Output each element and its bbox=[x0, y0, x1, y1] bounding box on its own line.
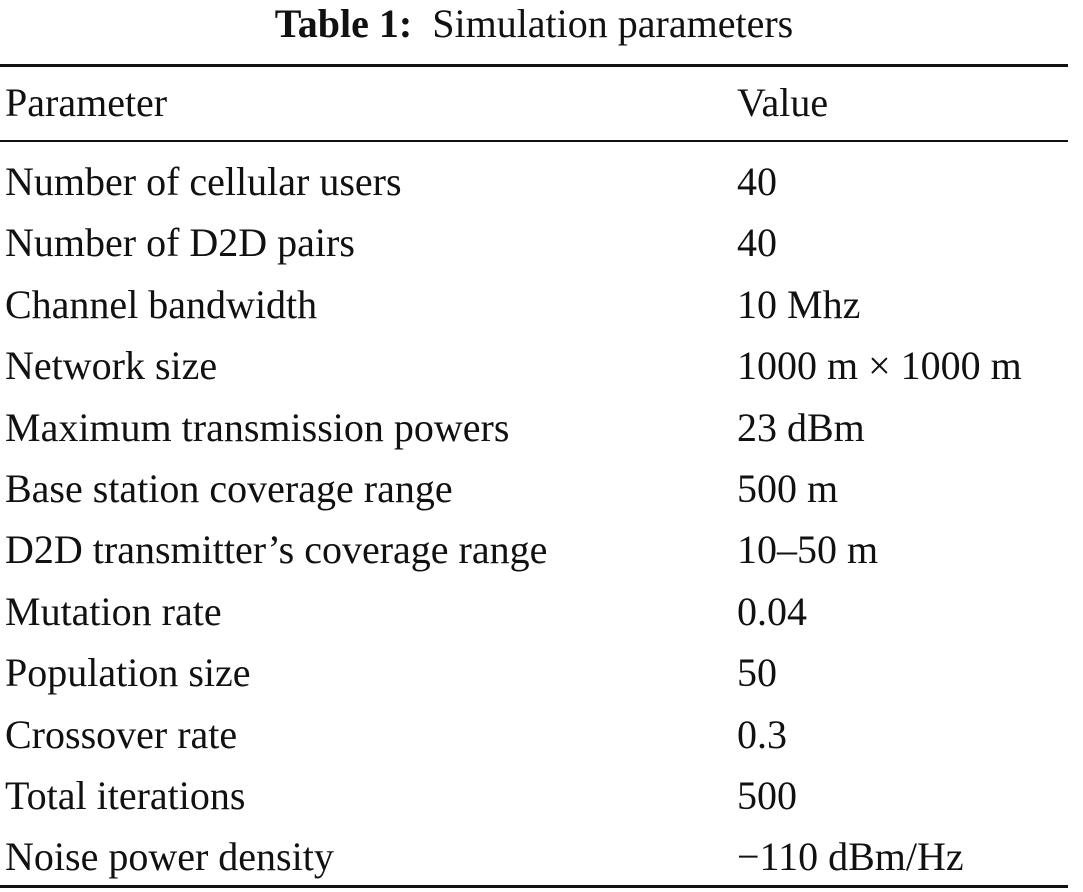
value-cell: 1000 m × 1000 m bbox=[737, 343, 1022, 389]
parameter-cell: Maximum transmission powers bbox=[5, 404, 510, 450]
parameter-cell: Network size bbox=[5, 343, 218, 389]
value-cell: −110 dBm/Hz bbox=[737, 834, 964, 880]
bottom-rule bbox=[0, 885, 1068, 888]
value-cell: 50 bbox=[737, 650, 777, 696]
parameter-cell: D2D transmitter’s coverage range bbox=[5, 527, 548, 573]
parameter-cell: Mutation rate bbox=[5, 588, 222, 634]
value-cell: 10 Mhz bbox=[737, 281, 861, 327]
parameter-cell: Crossover rate bbox=[5, 711, 238, 757]
parameter-cell: Noise power density bbox=[5, 834, 334, 880]
parameter-cell: Population size bbox=[5, 650, 251, 696]
header-cell: Value bbox=[737, 80, 829, 125]
top-rule bbox=[0, 64, 1068, 67]
parameter-cell: Number of cellular users bbox=[5, 159, 402, 204]
parameter-cell: Channel bandwidth bbox=[5, 281, 318, 327]
caption: Table 1: Simulation parameters bbox=[0, 0, 1068, 48]
header-rule bbox=[0, 140, 1068, 142]
caption-label: Table 1: bbox=[274, 1, 413, 46]
value-cell: 23 dBm bbox=[737, 404, 865, 450]
value-cell: 40 bbox=[737, 220, 777, 266]
value-cell: 0.04 bbox=[737, 588, 807, 634]
value-cell: 40 bbox=[737, 159, 777, 204]
value-cell: 500 bbox=[737, 773, 797, 818]
parameter-cell: Base station coverage range bbox=[5, 466, 453, 511]
value-cell: 500 m bbox=[737, 466, 839, 511]
header-cell: Parameter bbox=[5, 80, 168, 125]
parameter-cell: Total iterations bbox=[5, 773, 246, 818]
value-cell: 0.3 bbox=[737, 711, 787, 757]
value-cell: 10–50 m bbox=[737, 527, 879, 573]
parameter-cell: Number of D2D pairs bbox=[5, 220, 355, 266]
caption-title: Simulation parameters bbox=[432, 1, 794, 46]
